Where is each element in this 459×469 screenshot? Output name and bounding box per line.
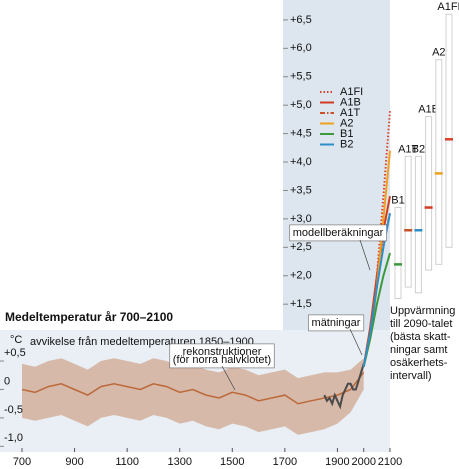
legend-label: B1 xyxy=(340,128,353,140)
range-label: A1T xyxy=(398,143,418,155)
range-note: intervall) xyxy=(390,370,432,382)
upper-panel xyxy=(283,0,390,330)
reconstruction-line xyxy=(21,371,365,405)
x-tick-label: 1300 xyxy=(167,456,191,468)
legend-label: A2 xyxy=(340,117,353,129)
y-tick-label: +2,0 xyxy=(290,270,312,282)
range-label: B2 xyxy=(412,143,425,155)
y-tick-label: +6,0 xyxy=(290,42,312,54)
y-tick-label: -1,0 xyxy=(4,432,23,444)
annotation: rekonstruktioner xyxy=(183,346,262,358)
annotation-box xyxy=(308,314,365,332)
x-tick-label: 2100 xyxy=(378,456,402,468)
annotation-box xyxy=(169,343,275,369)
chart-title: Medeltemperatur år 700–2100 xyxy=(5,310,173,324)
legend-label: A1T xyxy=(340,107,360,119)
range-bar xyxy=(445,13,453,248)
range-bar xyxy=(404,155,412,288)
x-tick-label: 1700 xyxy=(273,456,297,468)
range-note: ningar samt xyxy=(390,344,447,356)
legend-label: B2 xyxy=(340,138,353,150)
y-tick-label: +5,0 xyxy=(290,99,312,111)
annotation: (för norra halvklotet) xyxy=(173,354,271,366)
y-tick-label: +6,5 xyxy=(290,14,312,26)
range-label: A1FI xyxy=(437,1,459,13)
y-tick-label: +3,0 xyxy=(290,213,312,225)
y-tick-label: +0,5 xyxy=(4,347,26,359)
range-label: A1B xyxy=(418,103,439,115)
y-tick-label: +1,5 xyxy=(290,298,312,310)
y-tick-label: +2,5 xyxy=(290,241,312,253)
range-note: osäkerhets- xyxy=(390,357,448,369)
x-tick-label: 2000 xyxy=(351,456,375,468)
range-bar xyxy=(435,59,443,265)
annotation-pointer xyxy=(221,365,236,391)
y-tick-label: +3,5 xyxy=(290,184,312,196)
range-label: A2 xyxy=(432,47,445,59)
range-bar xyxy=(425,116,433,271)
y-tick-label: 0 xyxy=(4,375,10,387)
range-label: B1 xyxy=(391,194,404,206)
range-bar xyxy=(394,207,402,299)
annotation: modellberäkningar xyxy=(293,227,384,239)
y-tick-label: +4,5 xyxy=(290,128,312,140)
annotation-pointer xyxy=(359,239,371,271)
x-tick-label: 700 xyxy=(13,456,31,468)
x-tick-label: 1100 xyxy=(115,456,139,468)
reconstruction-band xyxy=(22,358,364,435)
legend-label: A1FI xyxy=(340,86,363,98)
y-tick-label: +5,5 xyxy=(290,71,312,83)
legend-label: A1B xyxy=(340,96,361,108)
observation-line xyxy=(323,363,365,410)
annotation: mätningar xyxy=(312,317,361,329)
x-tick-label: 900 xyxy=(65,456,83,468)
scenario-line xyxy=(362,212,391,367)
range-bar xyxy=(414,155,422,294)
range-note: till 2090-talet xyxy=(390,318,452,330)
range-note: Uppvärmning xyxy=(390,305,455,317)
annotation-box xyxy=(289,224,387,242)
annotation-pointer xyxy=(349,328,363,356)
y-tick-label: -0,5 xyxy=(4,404,23,416)
range-note: (bästa skatt- xyxy=(390,331,451,343)
y-unit: °C xyxy=(10,334,22,346)
x-tick-label: 1900 xyxy=(325,456,349,468)
y-tick-label: +4,0 xyxy=(290,156,312,168)
x-tick-label: 1500 xyxy=(220,456,244,468)
